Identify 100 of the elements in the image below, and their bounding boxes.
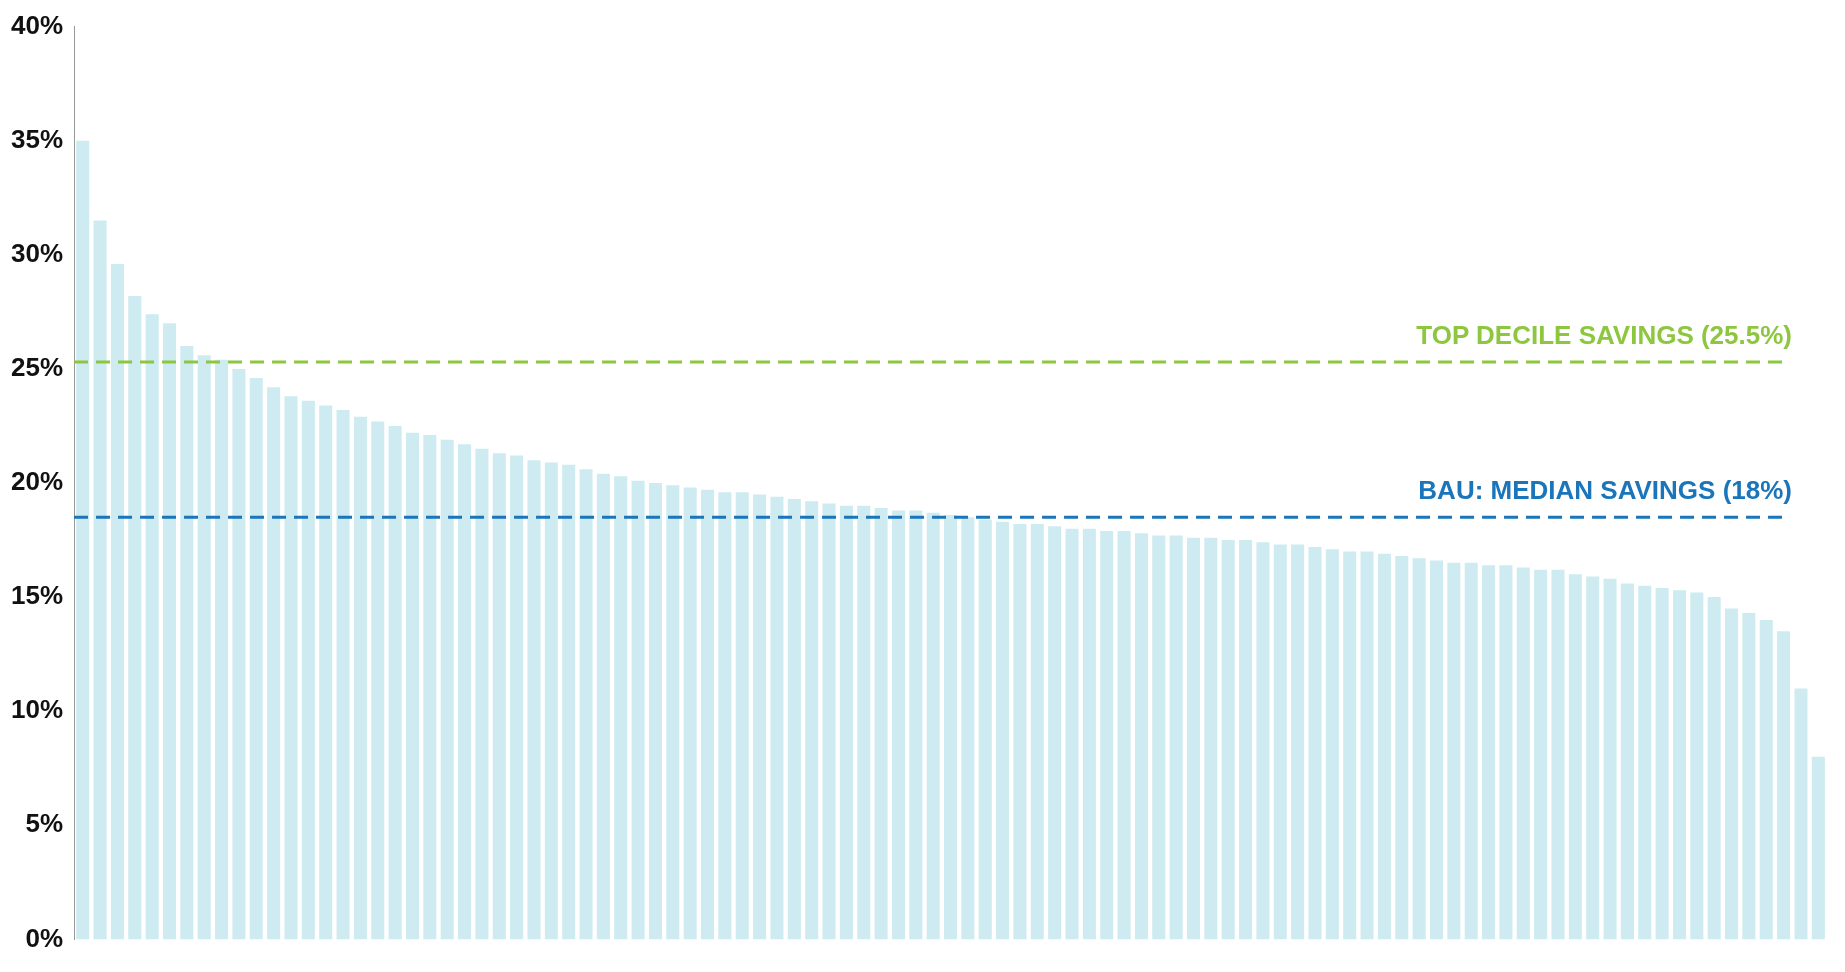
bar <box>579 469 593 940</box>
bar <box>1048 526 1062 940</box>
bar <box>458 444 472 940</box>
bar <box>1655 587 1669 940</box>
bar <box>1672 590 1686 940</box>
bar <box>683 487 697 940</box>
bar <box>492 453 506 940</box>
bar <box>1273 544 1287 940</box>
bar <box>388 425 402 940</box>
bar <box>1360 551 1374 940</box>
bar <box>405 432 419 940</box>
y-tick-label: 0% <box>25 922 64 953</box>
bar <box>1603 578 1617 940</box>
bar <box>249 378 263 940</box>
bar <box>1690 592 1704 940</box>
bar <box>1013 524 1027 940</box>
ref-line-label: BAU: MEDIAN SAVINGS (18%) <box>1418 475 1792 506</box>
bar <box>1134 533 1148 940</box>
bar <box>1221 540 1235 940</box>
bar <box>215 359 229 940</box>
bar <box>787 498 801 940</box>
bar <box>1811 756 1825 940</box>
bar <box>718 492 732 940</box>
bar <box>475 448 489 940</box>
y-tick-label: 25% <box>10 352 64 383</box>
bar <box>1638 585 1652 940</box>
bar <box>753 494 767 940</box>
bar <box>1152 535 1166 940</box>
bar <box>1117 530 1131 940</box>
bar <box>284 396 298 940</box>
bar <box>1065 528 1079 940</box>
bar <box>1742 613 1756 940</box>
bar <box>319 405 333 940</box>
bar <box>1551 569 1565 940</box>
bar <box>1777 631 1791 940</box>
bar <box>770 496 784 940</box>
bar <box>1707 597 1721 940</box>
bar <box>440 439 454 940</box>
bar <box>1186 537 1201 940</box>
bar <box>666 485 680 940</box>
bar <box>961 517 975 940</box>
y-tick-label: 5% <box>25 808 64 839</box>
bar <box>1482 565 1496 940</box>
bar <box>909 510 923 940</box>
bar <box>1082 528 1096 940</box>
bar <box>874 508 888 940</box>
bar <box>353 416 367 940</box>
bar <box>1377 553 1391 940</box>
bar <box>1256 542 1270 940</box>
bar <box>996 521 1010 940</box>
bar <box>891 510 905 940</box>
bar <box>1204 537 1218 940</box>
bar <box>1725 608 1739 940</box>
bar <box>1308 546 1322 940</box>
y-tick-label: 40% <box>10 9 64 40</box>
bar <box>1429 560 1443 940</box>
bar <box>93 220 107 940</box>
bar <box>1534 569 1548 940</box>
bar <box>1447 562 1461 940</box>
bar <box>544 462 558 940</box>
bar <box>1464 562 1478 940</box>
bar <box>1100 530 1114 940</box>
bar <box>926 512 940 940</box>
bar <box>1343 551 1357 940</box>
bar <box>110 263 124 940</box>
bar <box>423 435 437 940</box>
bar <box>76 140 90 940</box>
bar <box>510 455 524 940</box>
bar <box>1169 535 1183 940</box>
bar <box>857 505 871 940</box>
bar <box>1586 576 1600 940</box>
bar <box>336 409 350 940</box>
bar <box>180 346 194 940</box>
bar <box>1291 544 1305 940</box>
bar <box>839 505 853 940</box>
bar <box>1499 565 1513 940</box>
bar <box>267 387 281 940</box>
y-tick-label: 10% <box>10 694 64 725</box>
bar <box>562 464 576 940</box>
bar <box>301 400 315 940</box>
y-tick-label: 20% <box>10 466 64 497</box>
bar <box>1030 524 1044 940</box>
y-tick-label: 35% <box>10 123 64 154</box>
ref-line-label: TOP DECILE SAVINGS (25.5%) <box>1416 320 1792 351</box>
bar <box>197 355 211 940</box>
bar <box>978 519 992 940</box>
bar <box>1412 558 1426 940</box>
bar <box>648 483 662 940</box>
bar <box>527 460 541 940</box>
bar <box>1325 549 1339 940</box>
bar <box>1620 583 1634 940</box>
bar <box>822 503 836 940</box>
bar <box>1568 574 1582 940</box>
bar <box>805 501 819 940</box>
y-tick-label: 30% <box>10 237 64 268</box>
bar <box>1239 540 1253 940</box>
bar <box>614 476 628 940</box>
bar <box>596 473 610 940</box>
bar <box>145 314 159 940</box>
bar <box>944 514 958 940</box>
